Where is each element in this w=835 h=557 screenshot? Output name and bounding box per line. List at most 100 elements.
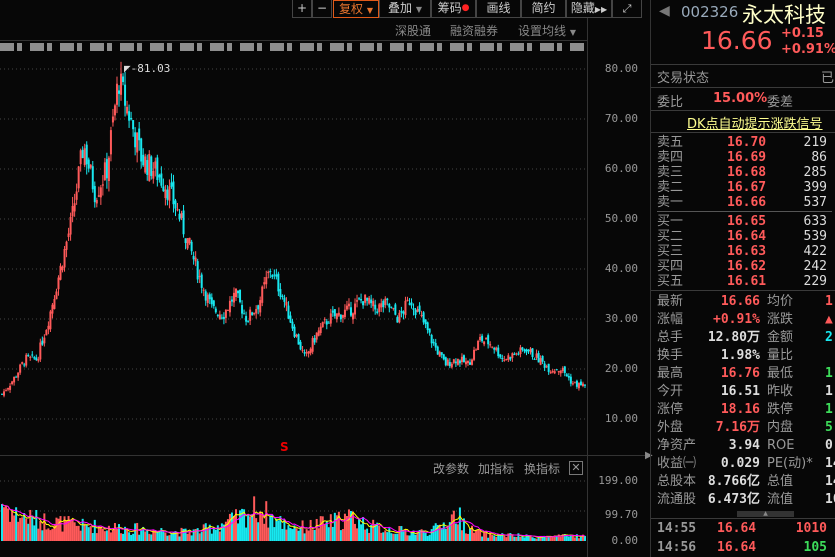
volume-bar: [491, 534, 494, 541]
candle-body: [206, 294, 209, 303]
candle-body: [9, 385, 12, 390]
volume-bar: [111, 529, 114, 541]
volume-bar: [132, 533, 135, 541]
candle-body: [404, 300, 407, 316]
volume-bar: [410, 531, 413, 541]
volume-bar: [489, 532, 492, 541]
volume-bar: [343, 513, 346, 541]
candle-body: [19, 364, 22, 373]
stat-value: 5.6: [825, 420, 835, 435]
simple-button[interactable]: 简约: [521, 0, 566, 18]
candle-body: [438, 351, 441, 357]
switch-indicator-button[interactable]: 换指标: [524, 462, 561, 476]
candle-body: [113, 105, 116, 116]
volume-bar: [370, 524, 373, 541]
candle-body: [573, 382, 576, 384]
volume-bar: [57, 518, 60, 541]
candle-body: [483, 341, 486, 345]
candle-body: [89, 164, 92, 168]
volume-bar: [89, 526, 92, 541]
volume-bar: [7, 508, 10, 541]
volume-bar: [297, 530, 300, 541]
stat-value: 16.66: [720, 294, 760, 309]
candle-body: [442, 354, 445, 360]
chips-button[interactable]: 筹码●: [431, 0, 476, 18]
edit-params-button[interactable]: 改参数: [433, 462, 470, 476]
ask-row: 卖三 16.68 285: [657, 165, 835, 181]
ask-label: 卖五: [657, 135, 684, 150]
set-ma-dropdown[interactable]: 设置均线 ▼: [518, 22, 576, 39]
stat-value: 1: [825, 402, 833, 417]
adjust-dropdown[interactable]: 复权 ▼: [333, 0, 379, 18]
margin-link[interactable]: 融资融券: [450, 24, 499, 38]
volume-bar: [501, 533, 504, 541]
candle-body: [267, 271, 270, 274]
candle-body: [37, 359, 40, 361]
price-volume-chart[interactable]: [0, 0, 645, 557]
candle-body: [481, 335, 484, 342]
candle-body: [299, 341, 302, 350]
candle-body: [174, 200, 177, 209]
volume-bar: [156, 531, 159, 541]
volume-bar: [77, 525, 80, 541]
volume-bar: [39, 520, 42, 541]
candle-body: [7, 388, 10, 390]
candle-body: [406, 299, 409, 302]
volume-bar: [202, 524, 205, 541]
ask-volume: 219: [803, 135, 827, 150]
volume-bar: [166, 535, 169, 541]
candle-body: [360, 298, 363, 301]
candle-body: [384, 298, 387, 306]
volume-bar: [565, 535, 568, 541]
expand-handle-icon[interactable]: ▲: [737, 511, 794, 517]
volume-bar: [91, 533, 94, 541]
stat-label: 均价: [767, 294, 794, 309]
volume-bar: [325, 521, 328, 541]
volume-ma-line: [1, 503, 586, 538]
adjust-label: 复权: [339, 2, 364, 16]
volume-bar: [293, 525, 296, 541]
volume-bar: [349, 511, 352, 541]
collapse-handle-icon[interactable]: ▶: [645, 450, 653, 461]
draw-button[interactable]: 画线: [476, 0, 521, 18]
volume-bar: [335, 515, 338, 541]
volume-bar: [243, 509, 246, 541]
candle-body: [356, 300, 359, 302]
sz-connect-link[interactable]: 深股通: [395, 24, 432, 38]
dk-signal-link[interactable]: DK点自动提示涨跌信号: [687, 117, 823, 132]
zoom-in-button[interactable]: +: [292, 0, 312, 18]
add-indicator-button[interactable]: 加指标: [478, 462, 515, 476]
overlay-dropdown[interactable]: 叠加 ▼: [379, 0, 431, 18]
volume-bar: [43, 513, 46, 541]
volume-bar: [428, 534, 431, 541]
candle-body: [569, 376, 572, 384]
bid-price: 16.63: [727, 244, 767, 259]
candle-body: [352, 313, 354, 320]
candle-body: [418, 305, 421, 312]
candle-body: [416, 309, 419, 312]
candle-body: [559, 370, 562, 374]
fullscreen-icon[interactable]: ⤢: [612, 0, 642, 18]
stat-row: 今开 16.51 昨收 1: [657, 384, 835, 400]
volume-bar: [41, 530, 44, 541]
candle-body: [315, 332, 318, 340]
candle-body: [196, 261, 199, 280]
stat-label: 流通股: [657, 492, 697, 507]
stat-value: 107: [825, 492, 835, 507]
candle-body: [31, 354, 34, 356]
red-dot-icon: ●: [461, 3, 470, 13]
close-icon[interactable]: ✕: [569, 461, 583, 475]
zoom-out-button[interactable]: −: [312, 0, 332, 18]
candle-body: [255, 308, 258, 314]
candle-body: [349, 307, 352, 316]
hide-button[interactable]: 隐藏▶▶: [566, 0, 612, 18]
stat-value: 16.51: [720, 384, 760, 399]
volume-bar: [128, 532, 131, 541]
stat-label: 涨跌: [767, 312, 794, 327]
candle-body: [194, 257, 197, 262]
volume-bar: [134, 523, 137, 541]
prev-stock-icon[interactable]: ◀: [659, 3, 670, 19]
volume-bar: [124, 526, 127, 541]
candle-body: [475, 349, 478, 351]
candle-body: [293, 326, 296, 337]
